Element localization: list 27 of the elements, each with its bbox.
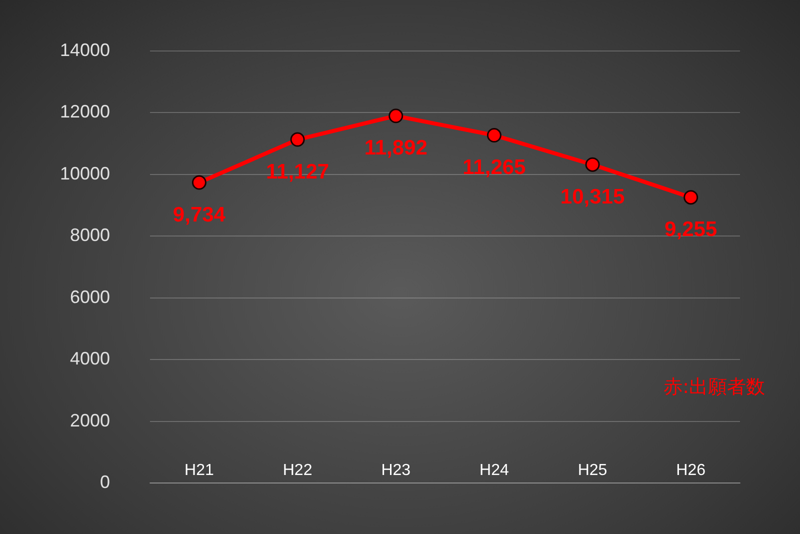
y-tick-label: 10000 — [60, 163, 110, 184]
data-label: 11,127 — [266, 160, 330, 184]
y-tick-label: 12000 — [60, 102, 110, 122]
x-tick-label: H26 — [676, 462, 706, 480]
y-tick-label: 8000 — [70, 225, 110, 246]
point — [585, 157, 600, 172]
data-label: 9,255 — [664, 218, 718, 242]
x-tick-label: H21 — [184, 462, 214, 480]
point — [486, 128, 502, 143]
annotation: 赤:出願者数 — [664, 376, 765, 398]
y-tick-label: 4000 — [70, 348, 110, 369]
y-tick-label: 0 — [100, 472, 110, 492]
x-tick-label: H23 — [381, 462, 411, 480]
y-tick-label: 14000 — [60, 40, 110, 60]
point — [388, 108, 404, 124]
x-tick-label: H22 — [282, 462, 312, 480]
x-tick-label: H24 — [480, 462, 509, 480]
x-tick-label: H25 — [578, 462, 608, 480]
data-label: 10,315 — [560, 185, 625, 208]
y-tick-label: 2000 — [70, 410, 110, 430]
point — [684, 190, 698, 205]
data-label: 11,892 — [364, 136, 428, 160]
point — [290, 132, 305, 147]
data-label: 11,265 — [462, 156, 526, 180]
point — [192, 175, 206, 190]
y-tick-label: 6000 — [70, 286, 110, 307]
data-label: 9,734 — [172, 203, 226, 226]
